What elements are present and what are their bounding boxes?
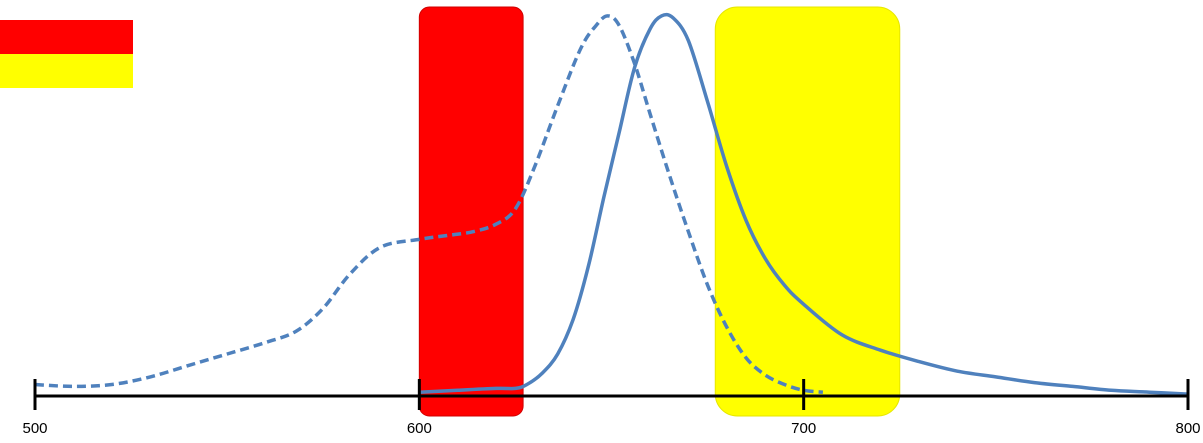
filter-band [418, 6, 524, 417]
x-tick-label: 600 [407, 420, 432, 437]
filter-bands [418, 6, 901, 417]
x-tick-label: 700 [791, 420, 816, 437]
x-axis: 500 600 700 800 [22, 379, 1201, 437]
dashed-series-line [34, 14, 824, 394]
x-tick-label: 500 [22, 420, 47, 437]
solid-series-line [419, 12, 1189, 396]
x-tick-label: 800 [1175, 420, 1200, 437]
legend [0, 20, 133, 88]
legend-swatch [0, 54, 133, 88]
legend-swatch [0, 20, 133, 54]
series-lines [34, 12, 1189, 396]
filter-band [714, 6, 901, 417]
